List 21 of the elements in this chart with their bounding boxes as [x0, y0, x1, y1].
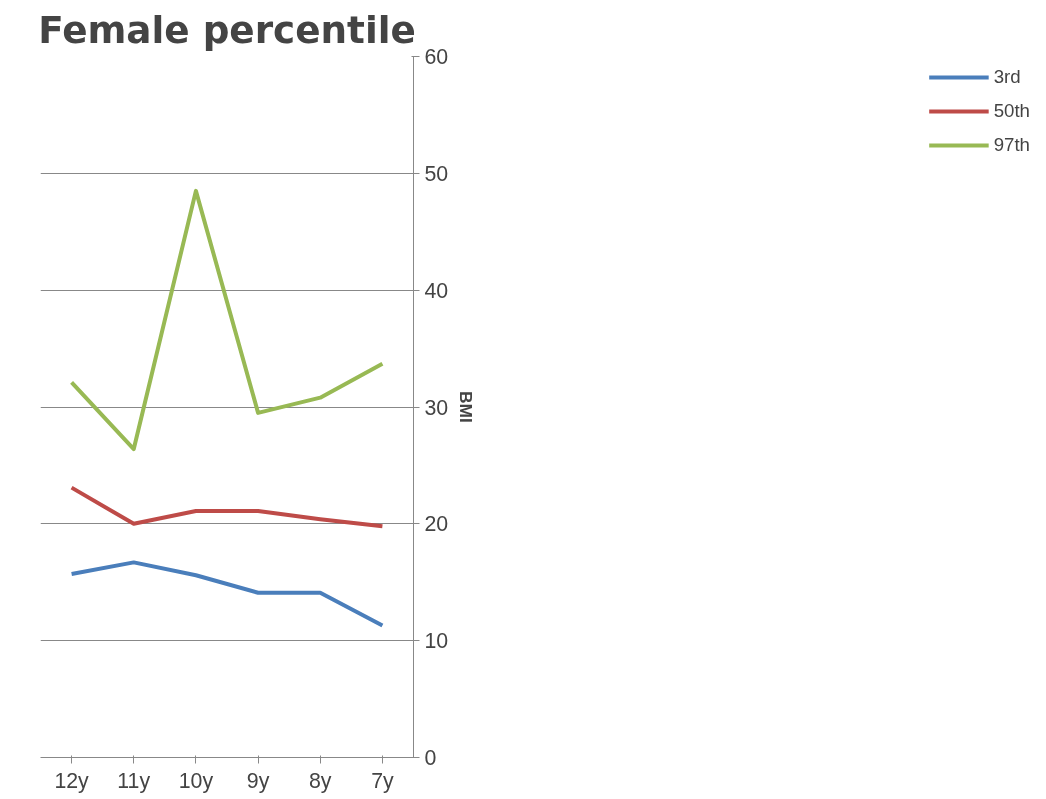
legend-label: 97th	[993, 134, 1030, 156]
legend-label: 3rd	[993, 66, 1021, 88]
x-tick-label: 12y	[54, 768, 90, 793]
x-tick-label: 8y	[308, 768, 332, 793]
line-series	[69, 188, 385, 452]
line-series	[69, 560, 385, 628]
chart-title: Female percentile	[38, 7, 416, 52]
y-tick-label: 0	[424, 746, 437, 770]
x-tick-label: 10y	[178, 768, 214, 793]
y-tick-label: 50	[424, 161, 449, 186]
x-tick-label: 11y	[117, 768, 151, 793]
x-tick-label: 9y	[246, 768, 270, 793]
y-tick-label: 20	[424, 512, 449, 537]
x-tick-label: 7y	[371, 768, 395, 793]
y-tick-label: 10	[424, 629, 449, 654]
line-series	[69, 485, 385, 529]
y-tick-label: 60	[424, 45, 449, 69]
y-tick-label: 30	[424, 395, 449, 420]
legend-label: 50th	[993, 100, 1030, 122]
y-tick-label: 40	[424, 278, 449, 303]
y-axis-title: BMI	[456, 391, 477, 423]
